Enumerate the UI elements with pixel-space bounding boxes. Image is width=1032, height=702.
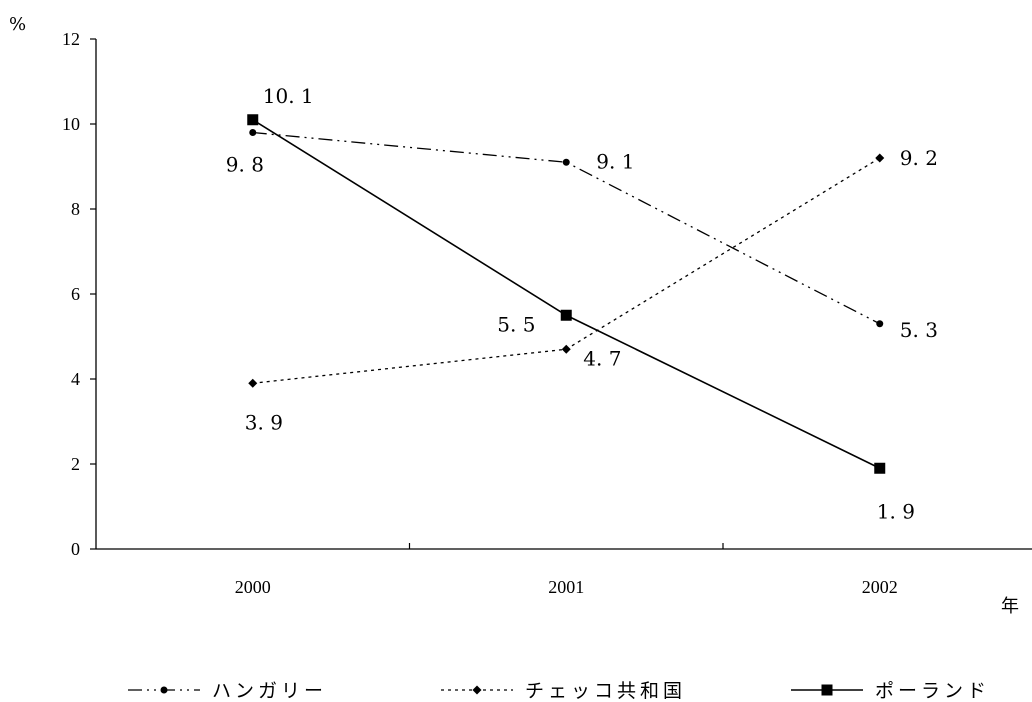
y-tick-label: 0 <box>71 539 80 559</box>
data-point-circle-marker <box>562 158 570 166</box>
data-label: 3. 9 <box>245 410 283 434</box>
data-label: 1. 9 <box>877 499 915 523</box>
legend-entry: ポーランド <box>875 680 990 702</box>
legend-entry: チェッコ共和国 <box>525 680 686 702</box>
data-point-square-marker <box>874 462 886 474</box>
legend-entry: ハンガリー <box>212 680 327 702</box>
x-tick-label: 2001 <box>548 577 584 597</box>
y-tick-label: 8 <box>71 199 80 219</box>
y-tick-label: 6 <box>71 284 80 304</box>
data-point-square-marker <box>560 309 572 321</box>
y-tick-label: 4 <box>71 369 80 389</box>
data-point-circle-marker <box>876 320 884 328</box>
y-tick-label: 12 <box>62 29 80 49</box>
data-label: 10. 1 <box>263 84 314 108</box>
data-point-diamond-marker <box>875 153 885 163</box>
legend-circle-marker <box>160 686 168 694</box>
data-label: 9. 2 <box>900 146 938 170</box>
x-axis-unit-label: 年 <box>1001 596 1019 617</box>
data-point-square-marker <box>247 114 259 126</box>
data-label: 9. 1 <box>596 149 634 173</box>
series-line-2 <box>252 119 881 469</box>
legend-square-marker <box>821 684 833 696</box>
series-markers <box>247 114 886 474</box>
data-labels: 9. 8 9. 1 5. 3 3. 9 4. 7 9. 2 10. 1 5. 5 1. 9 <box>226 84 938 524</box>
x-tick-label: 2000 <box>235 577 271 597</box>
legend-diamond-marker <box>472 685 482 695</box>
series-lines <box>252 119 881 469</box>
y-tick-label: 10 <box>62 114 80 134</box>
data-point-circle-marker <box>249 129 257 136</box>
axes: 0 2 4 6 8 10 12 2000 2001 2002 <box>62 29 1032 597</box>
legend: ハンガリー チェッコ共和国 ポーランド <box>128 680 990 702</box>
series-line-0 <box>252 131 881 325</box>
data-point-diamond-marker <box>248 378 258 388</box>
data-label: 5. 3 <box>900 318 938 342</box>
data-label: 5. 5 <box>497 312 535 336</box>
data-point-diamond-marker <box>561 344 571 354</box>
x-tick-label: 2002 <box>862 577 898 597</box>
data-label: 9. 8 <box>226 153 264 177</box>
y-tick-label: 2 <box>71 454 80 474</box>
y-axis-unit-label: % <box>9 14 26 35</box>
data-label: 4. 7 <box>583 346 621 370</box>
